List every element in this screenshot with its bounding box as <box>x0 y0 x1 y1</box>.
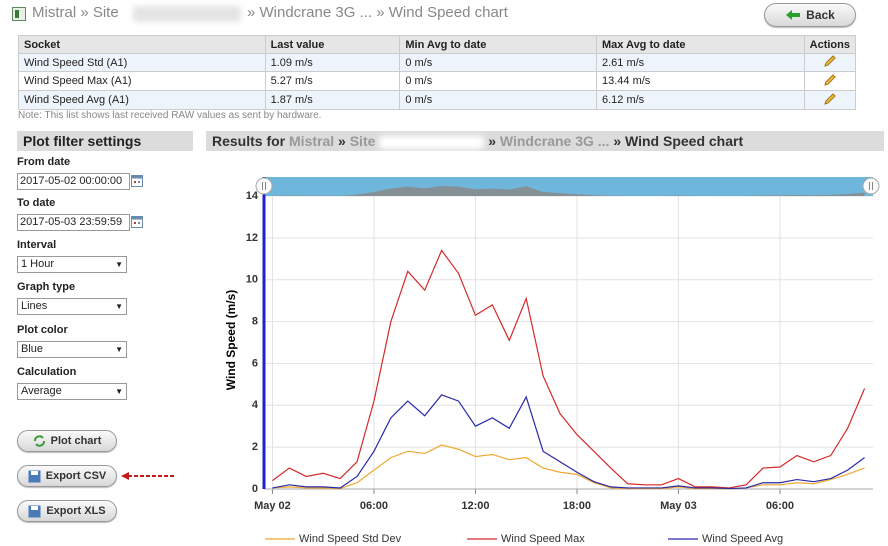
column-header: Max Avg to date <box>595 35 805 54</box>
x-tick-label: May 02 <box>254 500 291 512</box>
chart: Wind Speed (m/s) 0 2 4 6 8 10 12 14 May 02 06:00 1… <box>224 177 880 545</box>
cell: 6.12 m/s <box>595 90 805 110</box>
cell: 13.44 m/s <box>595 71 805 91</box>
pointer-arrow <box>121 472 176 480</box>
field-label: Graph type <box>17 281 76 293</box>
results-text: Results for <box>212 133 286 149</box>
plot-background <box>264 196 873 489</box>
y-tick-label: 12 <box>246 232 258 244</box>
navigator-area <box>272 186 865 196</box>
cell: 1.09 m/s <box>264 53 401 72</box>
panel-title: Plot filter settings <box>17 131 193 151</box>
navigator-handle[interactable] <box>862 177 880 195</box>
plot-button[interactable]: Plot chart <box>17 430 117 452</box>
blurred-text <box>133 6 241 22</box>
results-link[interactable]: Mistral <box>289 133 335 149</box>
cell <box>803 71 857 91</box>
y-axis-title: Wind Speed (m/s) <box>224 290 238 391</box>
legend-label[interactable]: Wind Speed Max <box>501 533 585 545</box>
cell: 0 m/s <box>399 90 597 110</box>
navigator-handle[interactable] <box>255 177 273 195</box>
cell <box>803 53 857 72</box>
y-tick-label: 2 <box>252 441 258 453</box>
x-tick-label: 06:00 <box>766 500 794 512</box>
select[interactable]: 1 Hour <box>17 256 127 273</box>
select[interactable]: Average <box>17 383 127 400</box>
blurred-text <box>379 135 485 149</box>
results-text: » <box>338 133 346 149</box>
cell: 5.27 m/s <box>264 71 401 91</box>
cell <box>803 90 857 110</box>
field-label: Interval <box>17 239 57 251</box>
series-line <box>272 444 865 490</box>
field-label: To date <box>17 197 56 209</box>
calendar-icon[interactable] <box>131 175 143 187</box>
results-title: Results for Mistral » Site » Windcrane 3… <box>206 131 884 151</box>
cell: 1.87 m/s <box>264 90 401 110</box>
export-xls-button[interactable]: Export XLS <box>17 500 117 522</box>
y-tick-label: 4 <box>252 399 259 411</box>
results-text: » <box>488 133 496 149</box>
refresh-icon <box>33 435 45 447</box>
date-input[interactable]: 2017-05-03 23:59:59 <box>17 214 130 231</box>
x-tick-label: May 03 <box>660 500 697 512</box>
breadcrumb-end: » Windcrane 3G ... » Wind Speed chart <box>247 4 508 21</box>
column-header: Min Avg to date <box>399 35 597 54</box>
x-tick-label: 06:00 <box>360 500 388 512</box>
field-label: From date <box>17 156 71 168</box>
x-tick-label: 18:00 <box>563 500 591 512</box>
column-header: Last value <box>264 35 401 54</box>
back-label: Back <box>806 8 835 22</box>
cell: 0 m/s <box>399 71 597 91</box>
calendar-icon[interactable] <box>131 216 143 228</box>
edit-icon[interactable] <box>823 92 837 106</box>
cell: Wind Speed Std (A1) <box>18 53 266 72</box>
field-label: Plot color <box>17 324 68 336</box>
edit-icon[interactable] <box>823 73 837 87</box>
x-tick-label: 12:00 <box>461 500 489 512</box>
button-label: Plot chart <box>50 435 102 447</box>
back-button[interactable]: Back <box>764 3 856 27</box>
site-icon <box>12 7 26 21</box>
cell: 0 m/s <box>399 53 597 72</box>
series-line <box>272 394 865 490</box>
y-tick-label: 8 <box>252 315 258 327</box>
button-label: Export CSV <box>45 470 107 482</box>
export-csv-button[interactable]: Export CSV <box>17 465 117 487</box>
results-text: » Wind Speed chart <box>613 133 744 149</box>
button-label: Export XLS <box>46 505 106 517</box>
cell: 2.61 m/s <box>595 53 805 72</box>
save-icon <box>28 470 41 482</box>
edit-icon[interactable] <box>823 54 837 68</box>
column-header: Actions <box>803 35 857 54</box>
y-tick-label: 6 <box>252 357 258 369</box>
select[interactable]: Lines <box>17 298 127 315</box>
table-note: Note: This list shows last received RAW … <box>18 110 322 121</box>
series-line <box>272 249 866 489</box>
date-input[interactable]: 2017-05-02 00:00:00 <box>17 173 130 190</box>
breadcrumb-start: Mistral » Site <box>32 4 119 21</box>
y-tick-label: 0 <box>252 483 258 495</box>
legend-label[interactable]: Wind Speed Avg <box>702 533 783 545</box>
results-link[interactable]: Windcrane 3G ... <box>499 133 610 149</box>
legend-label[interactable]: Wind Speed Std Dev <box>299 533 402 545</box>
cell: Wind Speed Avg (A1) <box>18 90 266 110</box>
y-tick-label: 14 <box>246 190 259 202</box>
save-icon <box>28 505 41 517</box>
field-label: Calculation <box>17 366 77 378</box>
results-link[interactable]: Site <box>349 133 376 149</box>
navigator <box>264 177 873 196</box>
back-icon <box>786 10 801 20</box>
cell: Wind Speed Max (A1) <box>18 71 266 91</box>
select[interactable]: Blue <box>17 341 127 358</box>
sockets-table: Socket Last value Min Avg to date Max Av… <box>18 35 857 110</box>
y-tick-label: 10 <box>246 274 258 286</box>
column-header: Socket <box>18 35 266 54</box>
